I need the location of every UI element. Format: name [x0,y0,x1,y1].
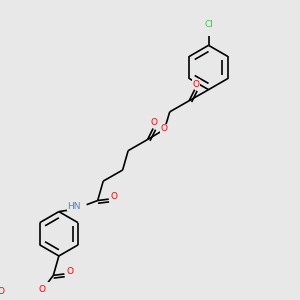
Text: O: O [151,118,158,127]
Text: O: O [193,80,200,88]
Text: Cl: Cl [204,20,213,29]
Text: HN: HN [68,202,81,211]
Text: O: O [111,192,118,201]
Text: O: O [0,287,4,296]
Text: O: O [67,267,73,276]
Text: O: O [161,124,168,133]
Text: O: O [39,285,46,294]
